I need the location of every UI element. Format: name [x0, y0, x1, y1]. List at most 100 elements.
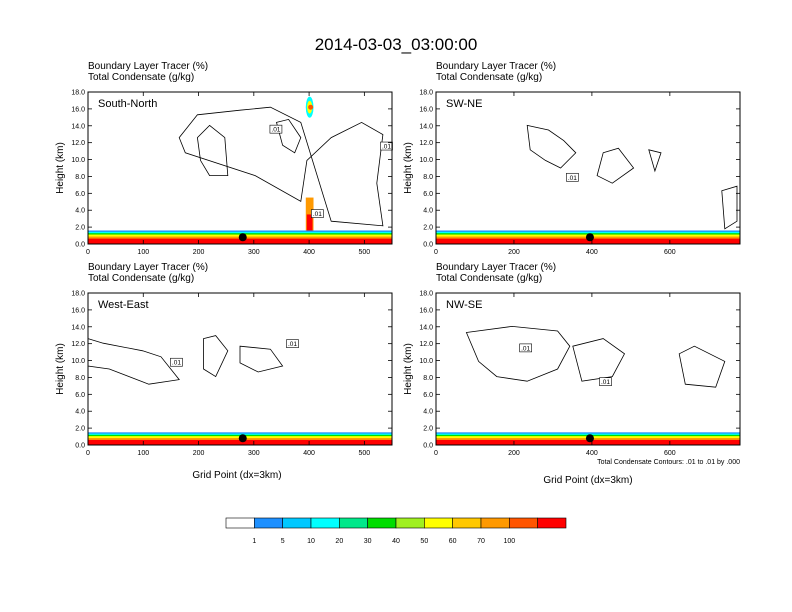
colorbar-label: 10 [307, 538, 315, 545]
condensate-contour [203, 335, 229, 378]
condensate-contour [87, 338, 180, 385]
y-tick-label: 18.0 [71, 291, 85, 298]
y-tick-label: 8.0 [75, 375, 85, 382]
y-tick-label: 12.0 [71, 140, 85, 147]
y-tick-label: 10.0 [71, 358, 85, 365]
condensate-contour [526, 124, 577, 169]
x-tick-label: 400 [586, 249, 598, 256]
y-tick-label: 2.0 [75, 426, 85, 433]
colorbar-box [310, 517, 340, 529]
plot-frame [87, 292, 393, 446]
contour-label: .01 [521, 345, 530, 352]
tracer-band-5 [88, 238, 392, 244]
y-tick-label: 4.0 [75, 208, 85, 215]
field-label-tracer: Boundary Layer Tracer (%) [436, 262, 556, 273]
y-tick-label: 6.0 [423, 191, 433, 198]
plume-column [305, 197, 314, 231]
panel-label: NW-SE [446, 299, 482, 311]
panel-nw-se: Boundary Layer Tracer (%)Total Condensat… [403, 262, 741, 457]
x-axis-label-right: Grid Point (dx=3km) [543, 475, 632, 486]
y-tick-label: 2.0 [423, 225, 433, 232]
colorbar-box [424, 517, 453, 529]
contour-label: .01 [382, 144, 391, 151]
y-tick-label: 12.0 [71, 341, 85, 348]
y-axis-label: Height (km) [55, 343, 66, 395]
condensate-contour [196, 124, 229, 177]
contour-label: .01 [288, 341, 297, 348]
colorbar-box [367, 517, 397, 529]
y-tick-label: 16.0 [419, 106, 433, 113]
panel-label: West-East [98, 299, 149, 311]
contour-label: .01 [313, 211, 322, 218]
panel-west-east: Boundary Layer Tracer (%)Total Condensat… [55, 262, 393, 457]
tracer-band-5 [88, 439, 392, 445]
contour-label-box [170, 357, 183, 367]
field-label-condensate: Total Condensate (g/kg) [436, 72, 542, 83]
y-tick-label: 8.0 [423, 375, 433, 382]
y-tick-label: 0.0 [423, 443, 433, 450]
contour-label: .01 [271, 127, 280, 134]
condensate-contour [465, 325, 571, 382]
x-tick-label: 200 [508, 249, 520, 256]
colorbar-label: 60 [449, 538, 457, 545]
colorbar-label: 100 [503, 538, 515, 545]
field-label-tracer: Boundary Layer Tracer (%) [88, 61, 208, 72]
colorbar-label: 20 [335, 538, 343, 545]
y-tick-label: 8.0 [75, 174, 85, 181]
field-label-condensate: Total Condensate (g/kg) [436, 273, 542, 284]
y-tick-label: 10.0 [419, 157, 433, 164]
colorbar: 1 5 10 20 30 40 50 60 70 100 [225, 517, 567, 545]
y-tick-label: 2.0 [75, 225, 85, 232]
y-tick-label: 16.0 [71, 106, 85, 113]
field-label-tracer: Boundary Layer Tracer (%) [436, 61, 556, 72]
contour-label-box [599, 377, 612, 386]
panel-south-north: Boundary Layer Tracer (%)Total Condensat… [55, 61, 393, 256]
y-tick-label: 6.0 [423, 392, 433, 399]
y-tick-label: 18.0 [71, 90, 85, 97]
y-tick-label: 14.0 [419, 324, 433, 331]
x-tick-label: 300 [248, 249, 260, 256]
location-marker [238, 434, 247, 443]
colorbar-label: 5 [281, 538, 285, 545]
colorbar-box [282, 517, 312, 529]
y-tick-label: 6.0 [75, 392, 85, 399]
panel-sw-ne: Boundary Layer Tracer (%)Total Condensat… [403, 61, 741, 256]
x-tick-label: 400 [303, 249, 315, 256]
colorbar-box [339, 517, 368, 529]
y-tick-label: 14.0 [419, 123, 433, 130]
contour-note: Total Condensate Contours: .01 to .01 by… [597, 459, 740, 466]
colorbar-box [254, 517, 283, 529]
plot-frame [87, 91, 393, 245]
plot-area [436, 92, 740, 244]
x-tick-label: 200 [193, 249, 205, 256]
x-tick-label: 100 [137, 249, 149, 256]
contour-label: .01 [601, 379, 610, 386]
y-axis-label: Height (km) [55, 142, 66, 194]
plot-area [436, 293, 740, 445]
location-marker [585, 434, 594, 443]
contour-label-box [519, 343, 532, 353]
y-tick-label: 4.0 [75, 409, 85, 416]
y-tick-label: 14.0 [71, 123, 85, 130]
colorbar-box [480, 517, 510, 529]
x-tick-label: 0 [434, 450, 438, 457]
x-tick-label: 200 [193, 450, 205, 457]
condensate-contour [178, 106, 384, 227]
field-label-condensate: Total Condensate (g/kg) [88, 72, 194, 83]
y-tick-label: 0.0 [423, 242, 433, 249]
y-tick-label: 16.0 [71, 307, 85, 314]
plot-area [88, 92, 392, 244]
colorbar-label: 70 [477, 538, 485, 545]
x-tick-label: 400 [586, 450, 598, 457]
colorbar-box [395, 517, 425, 529]
y-tick-label: 10.0 [419, 358, 433, 365]
colorbar-label: 30 [364, 538, 372, 545]
condensate-contour [721, 185, 738, 230]
condensate-contour [596, 147, 635, 184]
x-tick-label: 0 [434, 249, 438, 256]
panels: Boundary Layer Tracer (%)Total Condensat… [55, 61, 741, 457]
x-tick-label: 0 [86, 450, 90, 457]
x-tick-label: 500 [359, 249, 371, 256]
tracer-band-5 [436, 439, 740, 445]
